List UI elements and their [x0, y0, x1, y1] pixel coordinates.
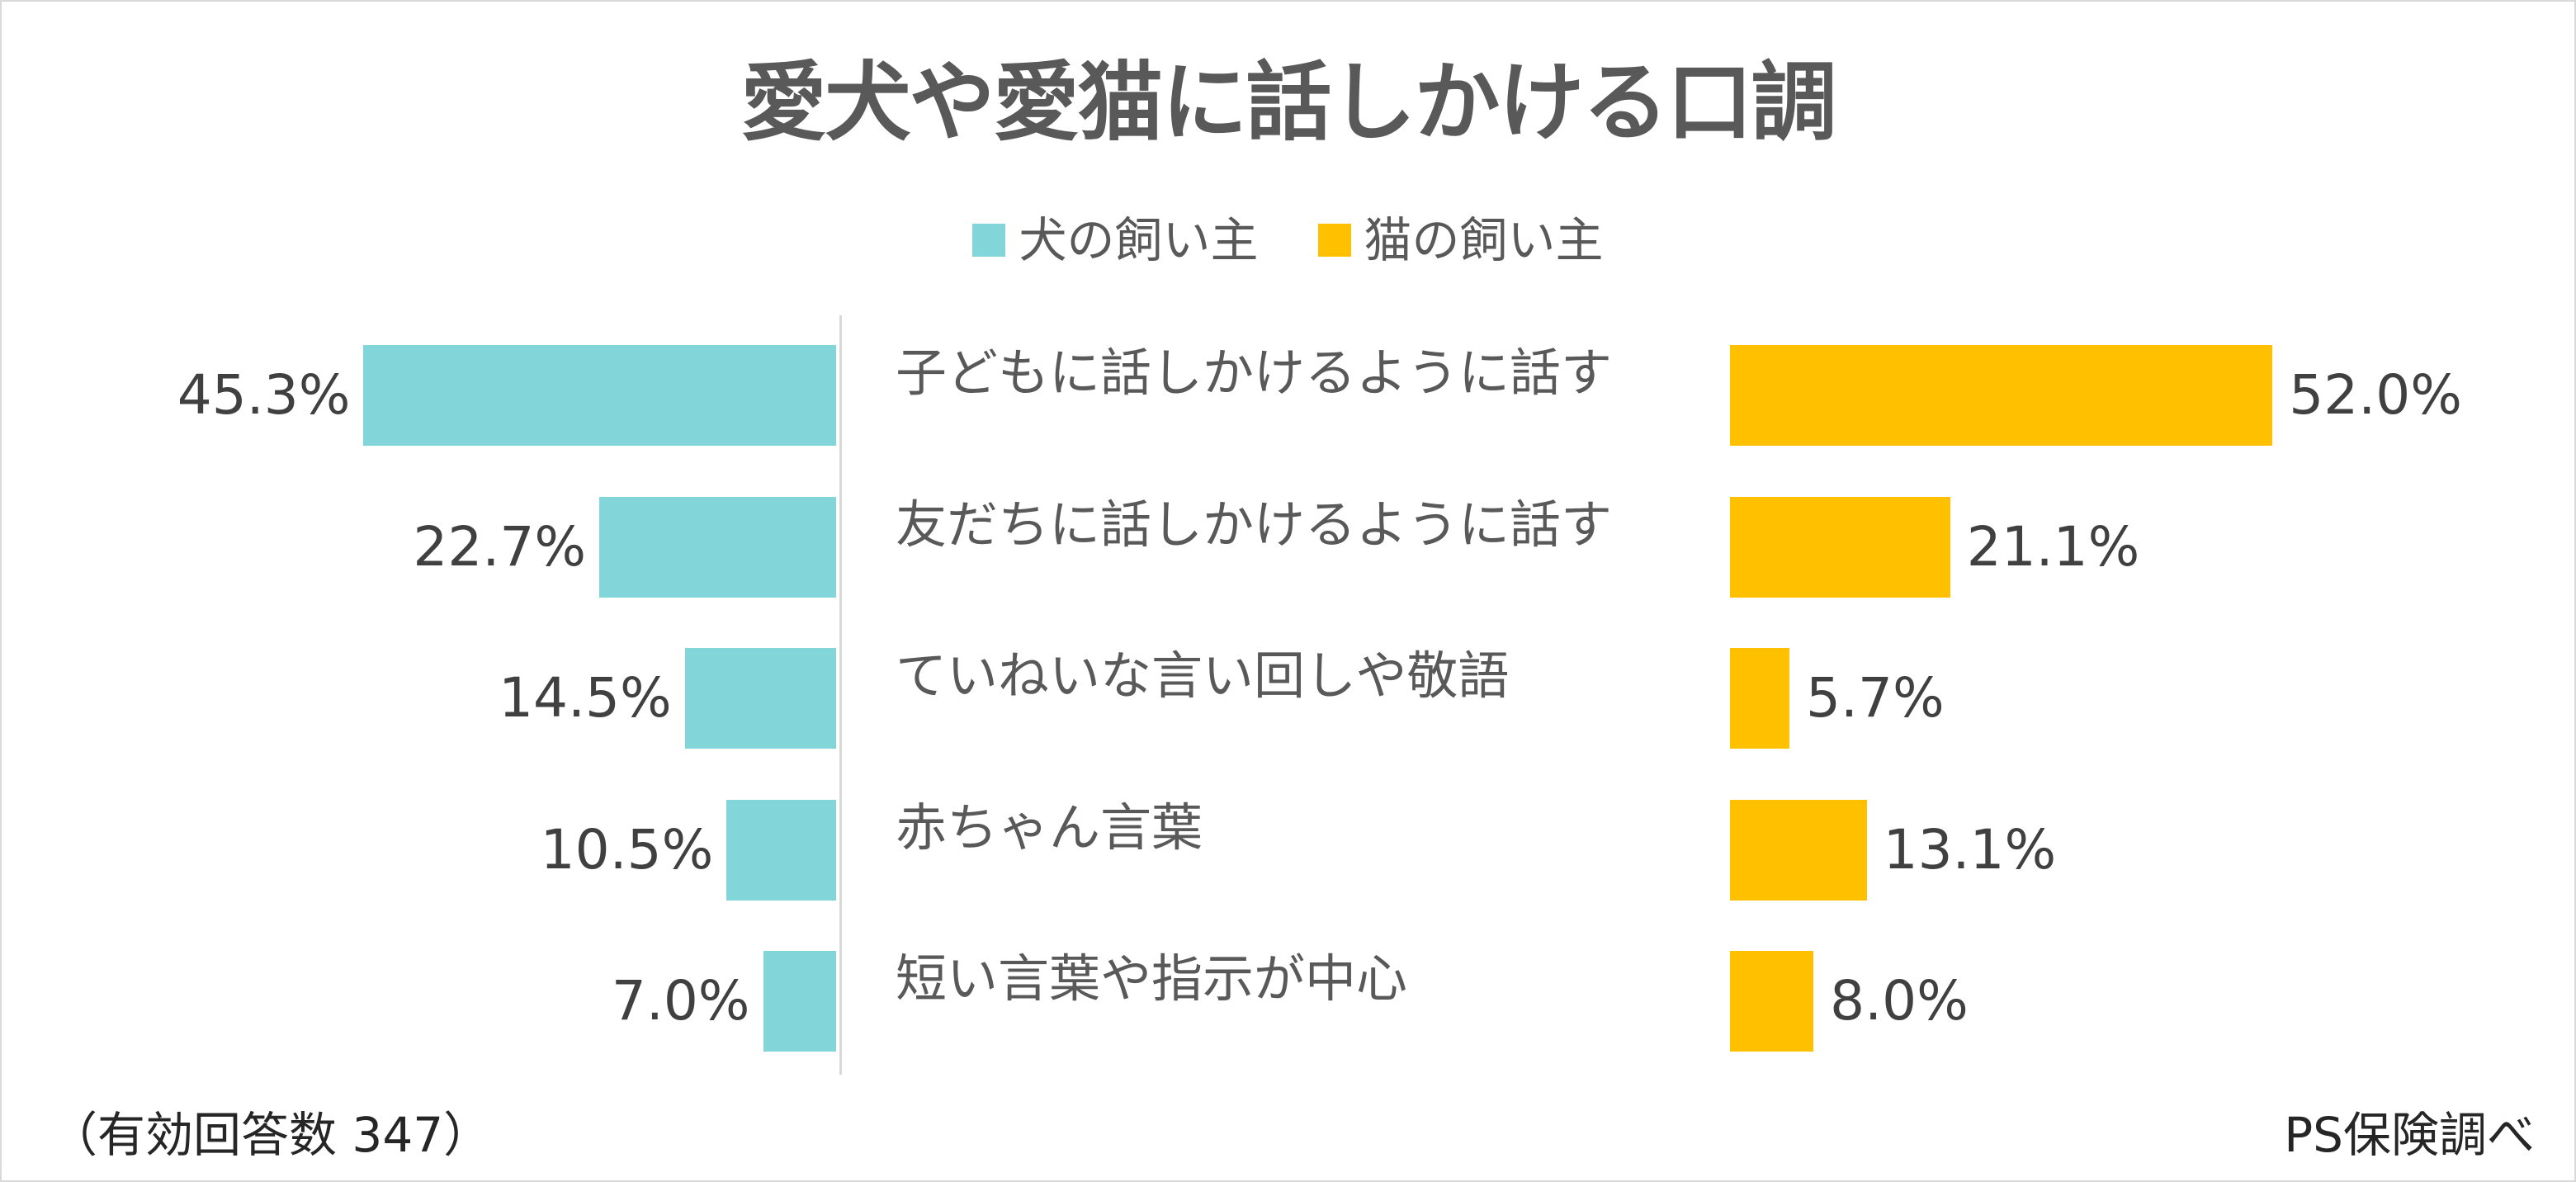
- legend: 犬の飼い主 猫の飼い主: [0, 216, 2576, 264]
- sample-size-note: （有効回答数 347）: [50, 1107, 492, 1163]
- bar-cat: [1730, 799, 1867, 901]
- bar-dog: [363, 345, 836, 446]
- data-label-dog: 7.0%: [611, 969, 750, 1033]
- bar-cat: [1730, 648, 1790, 749]
- legend-swatch-cat: [1317, 224, 1351, 257]
- bar-cat: [1730, 345, 2273, 446]
- data-label-dog: 22.7%: [413, 514, 587, 579]
- chart-title: 愛犬や愛猫に話しかける口調: [740, 52, 1836, 153]
- category-label: 赤ちゃん言葉: [896, 797, 1203, 858]
- data-label-cat: 8.0%: [1830, 969, 1969, 1033]
- bar-cat: [1730, 496, 1950, 598]
- source-note: PS保険調べ: [2284, 1107, 2535, 1163]
- data-label-cat: 5.7%: [1806, 666, 1945, 730]
- bar-dog: [726, 799, 836, 901]
- bar-cat: [1730, 951, 1814, 1052]
- data-label-cat: 52.0%: [2289, 363, 2462, 427]
- center-divider: [839, 315, 842, 1075]
- category-label: 子どもに話しかけるように話す: [896, 343, 1613, 403]
- data-label-dog: 45.3%: [177, 363, 351, 427]
- data-label-dog: 14.5%: [499, 666, 672, 730]
- category-label: 短い言葉や指示が中心: [896, 948, 1408, 1009]
- data-label-cat: 21.1%: [1966, 514, 2140, 579]
- data-label-dog: 10.5%: [540, 817, 714, 882]
- legend-swatch-dog: [972, 224, 1006, 257]
- bar-dog: [684, 648, 836, 749]
- bar-dog: [599, 496, 836, 598]
- bar-dog: [763, 951, 836, 1052]
- legend-item-dog: 犬の飼い主: [972, 212, 1259, 268]
- category-label: 友だちに話しかけるように話す: [896, 494, 1613, 555]
- legend-label-dog: 犬の飼い主: [1019, 212, 1259, 268]
- data-label-cat: 13.1%: [1883, 817, 2057, 882]
- legend-item-cat: 猫の飼い主: [1317, 212, 1604, 268]
- legend-label-cat: 猫の飼い主: [1364, 212, 1604, 268]
- category-label: ていねいな言い回しや敬語: [896, 645, 1510, 706]
